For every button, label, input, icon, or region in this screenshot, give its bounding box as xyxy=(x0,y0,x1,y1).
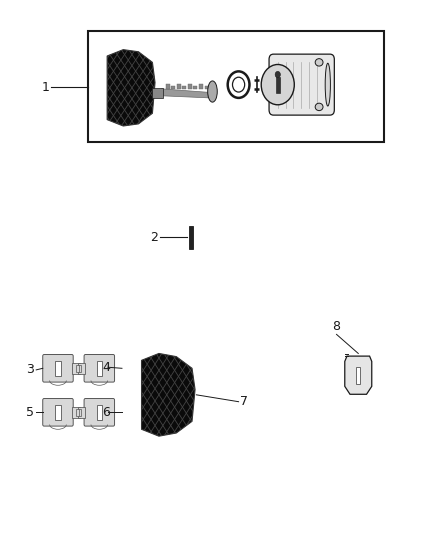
Bar xyxy=(356,367,360,384)
FancyBboxPatch shape xyxy=(43,354,73,382)
Bar xyxy=(187,84,191,89)
Bar xyxy=(78,407,85,418)
Bar xyxy=(166,84,170,89)
Polygon shape xyxy=(107,50,155,126)
Bar xyxy=(72,407,80,418)
Text: 7: 7 xyxy=(240,395,248,408)
Text: 5: 5 xyxy=(26,406,34,419)
Text: 3: 3 xyxy=(26,364,34,376)
Bar xyxy=(183,86,186,89)
Ellipse shape xyxy=(208,81,217,102)
Circle shape xyxy=(275,71,280,78)
Bar xyxy=(276,77,280,93)
FancyBboxPatch shape xyxy=(84,399,115,426)
Bar xyxy=(199,84,203,89)
Bar xyxy=(55,361,60,376)
Bar xyxy=(76,365,79,372)
Bar xyxy=(171,86,175,89)
Bar xyxy=(193,86,197,89)
Polygon shape xyxy=(141,353,195,436)
Bar xyxy=(188,225,193,249)
Text: 1: 1 xyxy=(41,81,49,94)
Bar xyxy=(78,409,81,416)
Ellipse shape xyxy=(315,59,323,66)
Ellipse shape xyxy=(325,63,330,106)
Bar xyxy=(97,361,102,376)
Bar xyxy=(88,30,385,142)
Bar xyxy=(97,405,102,419)
Circle shape xyxy=(261,64,294,105)
FancyBboxPatch shape xyxy=(84,354,115,382)
Polygon shape xyxy=(162,89,208,98)
Bar xyxy=(72,363,80,374)
Text: 4: 4 xyxy=(102,361,110,374)
Bar xyxy=(76,409,79,416)
Bar xyxy=(78,365,81,372)
Bar xyxy=(55,405,60,419)
Polygon shape xyxy=(345,356,372,394)
Text: 8: 8 xyxy=(332,320,340,333)
Bar xyxy=(78,363,85,374)
Text: 6: 6 xyxy=(102,406,110,419)
Bar xyxy=(205,86,208,89)
Text: 2: 2 xyxy=(150,231,158,244)
FancyBboxPatch shape xyxy=(269,54,334,115)
Bar xyxy=(177,84,181,89)
Ellipse shape xyxy=(315,103,323,111)
FancyBboxPatch shape xyxy=(43,399,73,426)
Bar xyxy=(152,88,163,99)
